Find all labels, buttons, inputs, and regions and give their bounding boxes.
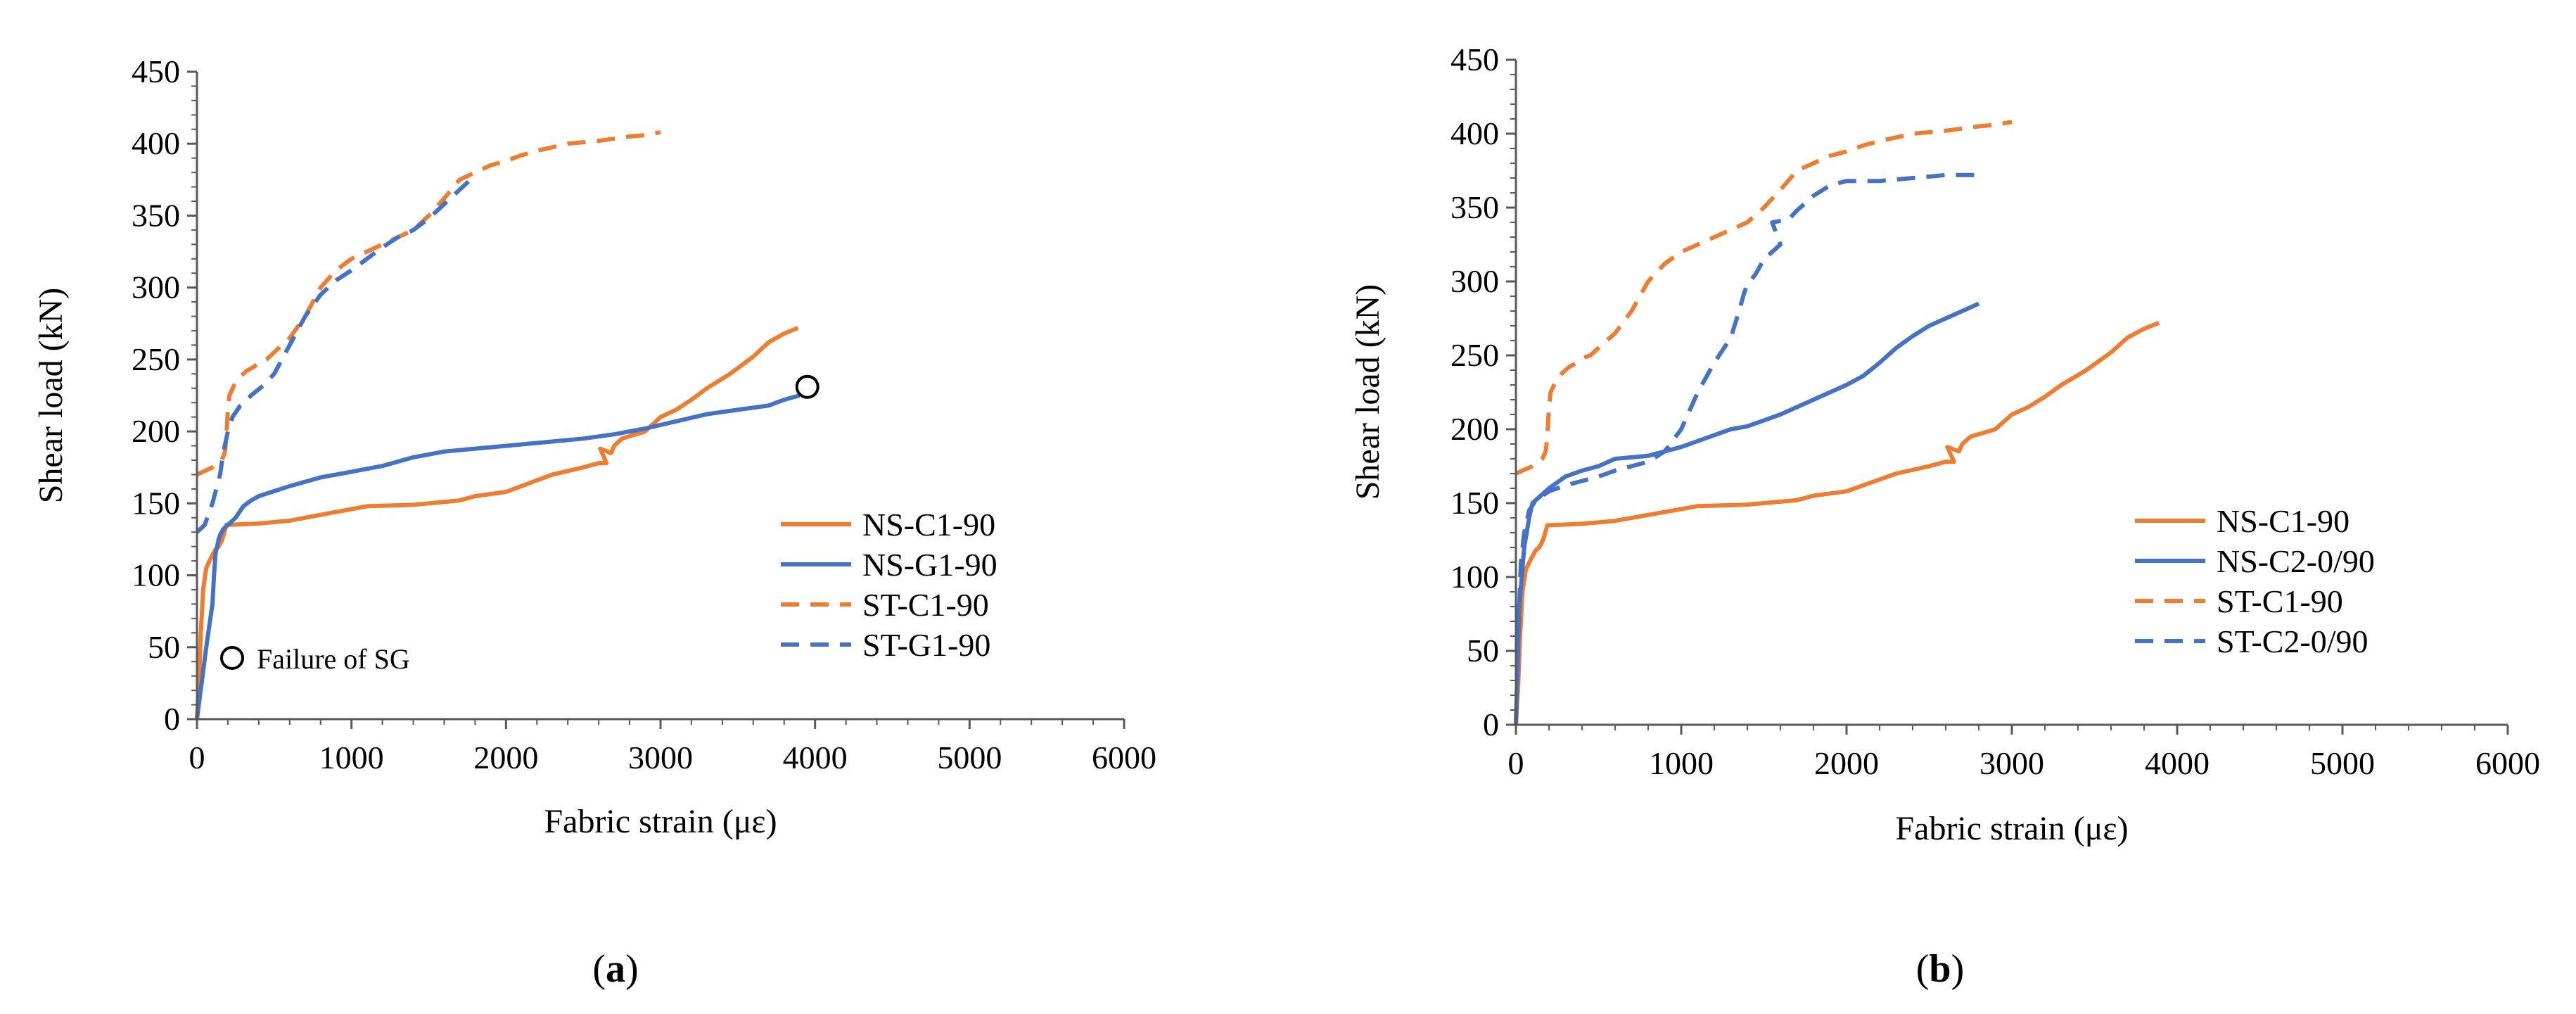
y-tick-label: 200	[1450, 411, 1499, 447]
panel-a: 0 50 100 150 200 250 300 350 400 450 0 1000 2000 3000…	[32, 53, 1156, 840]
y-tick-label: 250	[132, 341, 180, 377]
y-tick-label: 0	[164, 701, 180, 737]
series-line-st-g1-90	[195, 174, 477, 534]
x-tick-label: 0	[189, 740, 205, 775]
legend-label: NS-C2-0/90	[2217, 543, 2375, 579]
failure-annotation: Failure of SG	[220, 643, 410, 675]
y-tick-label: 300	[1450, 263, 1499, 299]
y-tick-label: 400	[132, 125, 180, 161]
y-tick-label: 50	[1467, 633, 1499, 668]
legend-label: NS-C1-90	[862, 507, 995, 543]
y-tick-label: 350	[1450, 189, 1499, 225]
y-axis-title: Shear load (kN)	[32, 288, 70, 504]
legend-label: ST-C1-90	[862, 587, 989, 623]
failure-annotation-label: Failure of SG	[257, 643, 410, 675]
y-tick-label: 0	[1483, 706, 1499, 742]
y-tick-label: 100	[132, 557, 180, 593]
y-tick-label: 400	[1450, 115, 1499, 151]
x-tick-label: 5000	[937, 740, 1002, 775]
series-line-st-c2-0-90	[1514, 172, 1979, 725]
y-axis-title: Shear load (kN)	[1349, 284, 1386, 500]
x-tick-label: 6000	[2475, 745, 2540, 781]
x-tick-label: 4000	[783, 740, 848, 775]
caption-b: (b)	[1916, 947, 1964, 991]
series-line-st-c1-90	[1515, 120, 2013, 476]
y-tick-label: 450	[1450, 42, 1499, 77]
y-tick-label: 250	[1450, 337, 1499, 373]
legend-label: ST-C2-0/90	[2217, 623, 2368, 659]
legend-label: NS-G1-90	[862, 547, 997, 583]
legend-label: ST-G1-90	[862, 627, 990, 663]
y-tick-label: 100	[1450, 559, 1499, 595]
x-tick-label: 2000	[473, 740, 538, 775]
x-tick-label: 1000	[1649, 745, 1714, 781]
y-tick-label: 200	[132, 413, 180, 449]
x-tick-label: 6000	[1092, 740, 1156, 775]
series-line-ns-c1-90	[1514, 321, 2160, 725]
x-tick-label: 3000	[628, 740, 693, 775]
x-tick-label: 5000	[2310, 745, 2375, 781]
legend-a: NS-C1-90 NS-G1-90 ST-C1-90 ST-G1-90	[781, 507, 997, 663]
y-tick-label: 150	[1450, 485, 1499, 521]
x-axis-title: Fabric strain (με)	[1895, 810, 2128, 847]
x-tick-label: 0	[1508, 745, 1524, 781]
panel-b: 0 50 100 150 200 250 300 350 400 450 0 1000 2000 3000…	[1349, 42, 2540, 847]
series-line-st-c1-90	[196, 129, 661, 477]
y-tick-label: 450	[132, 53, 180, 89]
x-axis-title: Fabric strain (με)	[544, 803, 777, 840]
caption-a: (a)	[592, 947, 638, 991]
legend-label: ST-C1-90	[2217, 583, 2343, 619]
x-tick-label: 4000	[2145, 745, 2210, 781]
y-tick-label: 300	[132, 270, 180, 305]
y-tick-label: 150	[132, 485, 180, 521]
x-tick-label: 2000	[1814, 745, 1879, 781]
caption-a-letter: a	[606, 947, 625, 991]
y-tick-label: 350	[132, 197, 180, 233]
series-line-ns-g1-90	[195, 393, 801, 720]
series-line-ns-c2-0-90	[1514, 301, 1980, 725]
y-tick-label: 50	[148, 629, 180, 665]
failure-marker	[220, 646, 244, 670]
failure-point-marker	[795, 374, 820, 399]
x-tick-label: 1000	[319, 740, 384, 775]
caption-b-letter: b	[1929, 947, 1951, 991]
x-tick-label: 3000	[1979, 745, 2044, 781]
legend-label: NS-C1-90	[2217, 503, 2349, 539]
legend-b: NS-C1-90 NS-C2-0/90 ST-C1-90 ST-C2-0/90	[2135, 503, 2375, 659]
